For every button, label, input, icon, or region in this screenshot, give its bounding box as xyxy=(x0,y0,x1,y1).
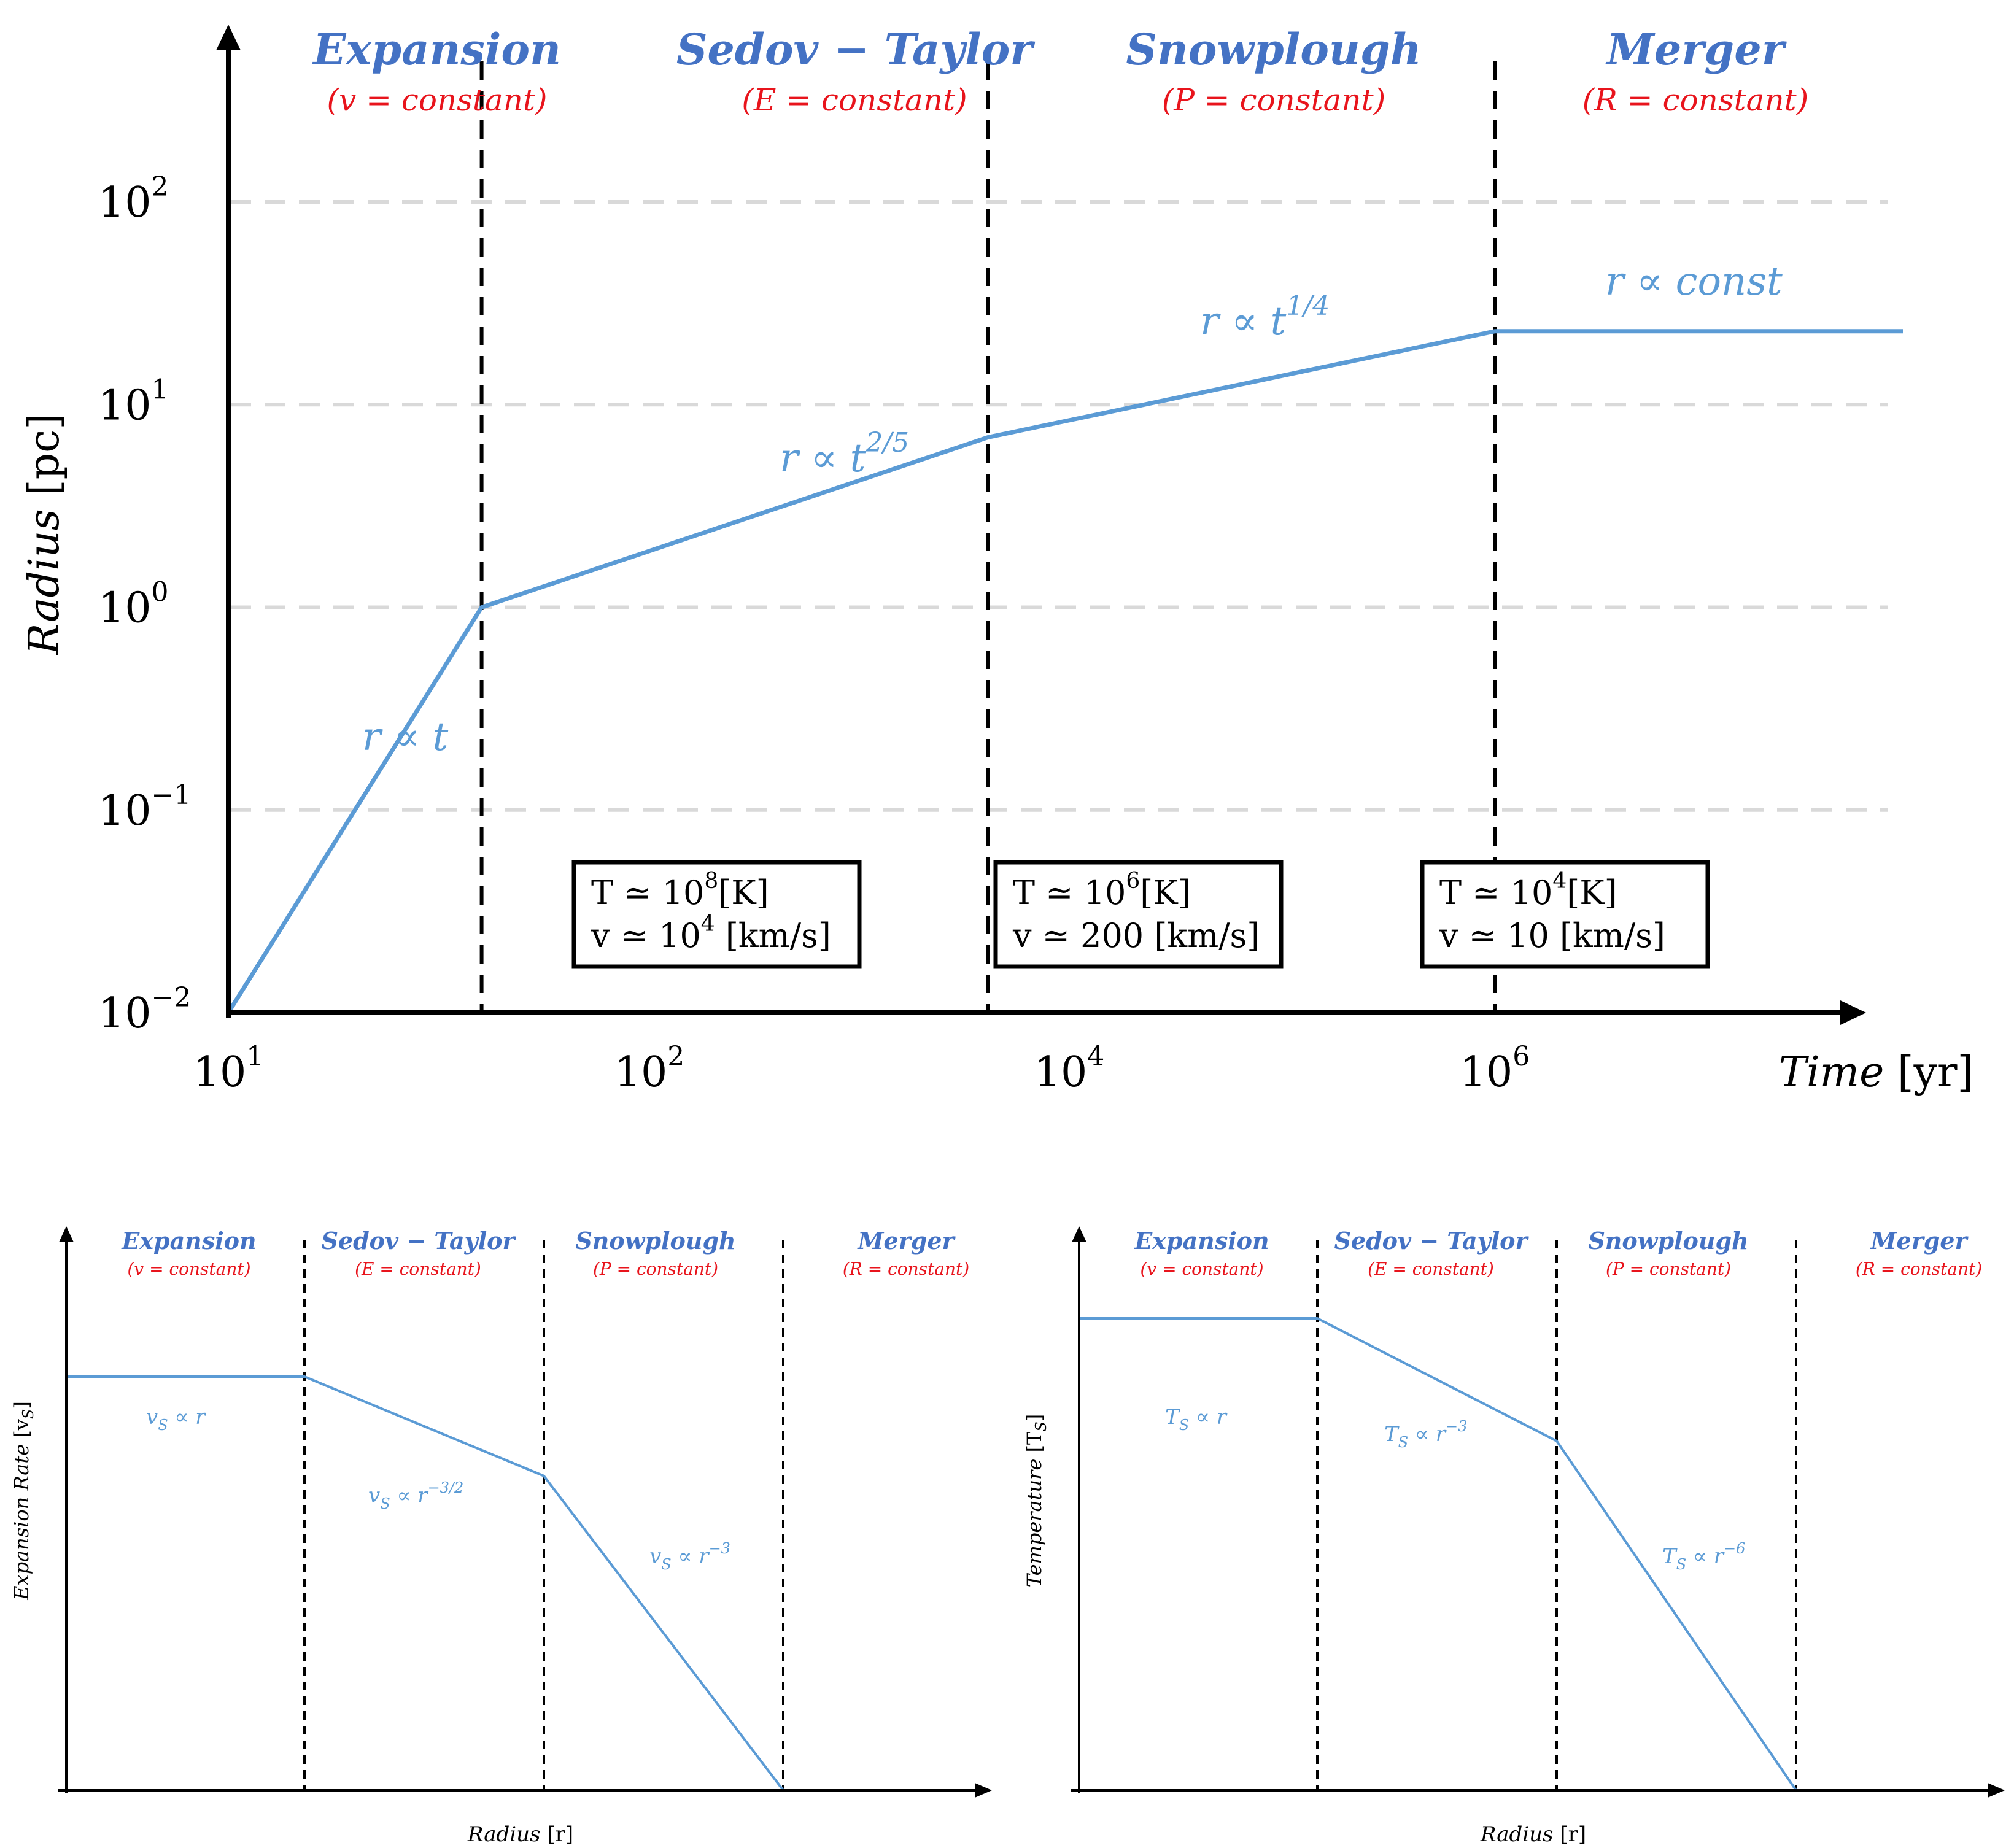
main-chart: Expansion (v = constant) Sedov − Taylor (E … xyxy=(20,24,1973,1097)
sub1-phase-name-2: Sedov − Taylor xyxy=(321,1227,516,1255)
sub2-phase-name-3: Snowplough xyxy=(1588,1227,1748,1255)
sub1-phase-name-3: Snowplough xyxy=(575,1227,735,1255)
y-axis-title: Radius [pc] xyxy=(20,413,69,656)
main-radius-line xyxy=(227,329,1903,1014)
sub2-phase-condition-1: (v = constant) xyxy=(1140,1259,1263,1279)
sub2-phase-name-2: Sedov − Taylor xyxy=(1334,1227,1529,1255)
sub2-phase-condition-2: (E = constant) xyxy=(1368,1259,1494,1279)
sub1-phase-condition-3: (P = constant) xyxy=(593,1259,718,1279)
sub1-annotation-3: vS ∝ r−3 xyxy=(649,1540,730,1573)
x-tick-label-4: 106 xyxy=(1460,1041,1530,1097)
phase-condition-4: (R = constant) xyxy=(1582,82,1809,118)
main-phase-boundaries xyxy=(479,61,1497,1013)
y-axis-arrow-icon xyxy=(216,25,241,50)
condition-box-temp-1: T ≃ 108[K] xyxy=(591,868,769,912)
condition-box-velocity-1: v ≃ 104 [km/s] xyxy=(591,911,831,955)
sub2-y-axis-arrow-icon xyxy=(1072,1226,1086,1242)
sub2-phase-name-4: Merger xyxy=(1869,1227,1969,1255)
condition-box-3 xyxy=(1420,860,1710,969)
x-axis-title: Time [yr] xyxy=(1779,1048,1973,1097)
sub1-phase-name-4: Merger xyxy=(856,1227,956,1255)
main-phase-headers: Expansion (v = constant) Sedov − Taylor (E … xyxy=(312,24,1808,118)
sub1-x-axis-arrow-icon xyxy=(975,1783,992,1798)
main-annotation-4: r ∝ const xyxy=(1605,259,1783,304)
sub2-y-axis-title: Temperature [TS] xyxy=(1023,1414,1050,1588)
sub1-phase-condition-4: (R = constant) xyxy=(843,1259,969,1279)
sub2-annotation-2: TS ∝ r−3 xyxy=(1384,1418,1467,1451)
main-condition-boxes: T ≃ 108[K]v ≃ 104 [km/s] T ≃ 106[K] v ≃ 20… xyxy=(571,860,1710,969)
x-tick-label-3: 104 xyxy=(1034,1041,1105,1097)
main-axis-labels: Time [yr] Radius [pc] xyxy=(20,413,1973,1097)
condition-box-temp-2: T ≃ 106[K] xyxy=(1013,868,1191,912)
sub1-x-axis-title: Radius [r] xyxy=(467,1822,573,1847)
sub1-phase-condition-2: (E = constant) xyxy=(355,1259,481,1279)
y-tick-label-4: 101 xyxy=(98,374,169,430)
sub2-series-line xyxy=(1079,1317,1797,1792)
x-tick-label-2: 102 xyxy=(614,1041,685,1097)
y-tick-label-2: 10−1 xyxy=(98,779,191,835)
condition-box-1 xyxy=(571,860,862,969)
x-axis-arrow-icon xyxy=(1840,1000,1866,1025)
main-annotation-2: r ∝ t2/5 xyxy=(780,427,909,481)
radius-series-line xyxy=(227,329,1903,1014)
sub2-phase-condition-3: (P = constant) xyxy=(1606,1259,1731,1279)
main-grid xyxy=(230,200,1888,812)
sub2-x-axis-arrow-icon xyxy=(1988,1783,2005,1798)
sub1-series-line xyxy=(66,1375,784,1792)
phase-condition-2: (E = constant) xyxy=(742,82,967,118)
sub1-annotation-1: vS ∝ r xyxy=(146,1405,206,1434)
y-tick-label-5: 102 xyxy=(98,171,169,227)
condition-box-velocity-2: v ≃ 200 [km/s] xyxy=(1012,916,1260,955)
temperature-chart: Expansion (v = constant) Sedov − Taylor (E … xyxy=(1023,1226,2005,1847)
main-annotations: r ∝ t r ∝ t2/5 r ∝ t1/4 r ∝ const xyxy=(362,259,1783,760)
phase-condition-3: (P = constant) xyxy=(1162,82,1386,118)
sub1-phase-condition-1: (v = constant) xyxy=(127,1259,250,1279)
sub2-phase-condition-4: (R = constant) xyxy=(1856,1259,1982,1279)
sub1-y-axis-title: Expansion Rate [vS] xyxy=(10,1401,37,1601)
main-tick-labels: 101 102 104 106 10−2 10−1 100 101 102 xyxy=(98,171,1530,1097)
main-axes xyxy=(216,25,1866,1025)
sub2-annotation-1: TS ∝ r xyxy=(1165,1405,1228,1434)
condition-box-velocity-3: v ≃ 10 [km/s] xyxy=(1439,916,1665,955)
sub1-y-axis-arrow-icon xyxy=(59,1226,74,1242)
condition-box-2 xyxy=(993,860,1284,969)
y-tick-label-1: 10−2 xyxy=(98,982,191,1038)
expansion-rate-chart: Expansion (v = constant) Sedov − Taylor (E … xyxy=(10,1226,992,1847)
phase-name-4: Merger xyxy=(1605,24,1787,75)
sub1-phase-name-1: Expansion xyxy=(121,1227,256,1255)
phase-name-1: Expansion xyxy=(312,24,561,75)
phase-name-3: Snowplough xyxy=(1126,24,1421,75)
sub2-phase-name-1: Expansion xyxy=(1134,1227,1269,1255)
condition-box-temp-3: T ≃ 104[K] xyxy=(1439,868,1617,912)
phase-condition-1: (v = constant) xyxy=(327,82,547,118)
main-annotation-1: r ∝ t xyxy=(362,714,449,760)
y-tick-label-3: 100 xyxy=(98,577,169,633)
phase-name-2: Sedov − Taylor xyxy=(676,24,1036,75)
sub2-x-axis-title: Radius [r] xyxy=(1480,1822,1586,1847)
x-tick-label-1: 101 xyxy=(193,1041,264,1097)
sub1-annotation-2: vS ∝ r−3/2 xyxy=(368,1479,463,1512)
main-annotation-3: r ∝ t1/4 xyxy=(1200,290,1330,344)
sub2-annotation-3: TS ∝ r−6 xyxy=(1662,1540,1745,1573)
